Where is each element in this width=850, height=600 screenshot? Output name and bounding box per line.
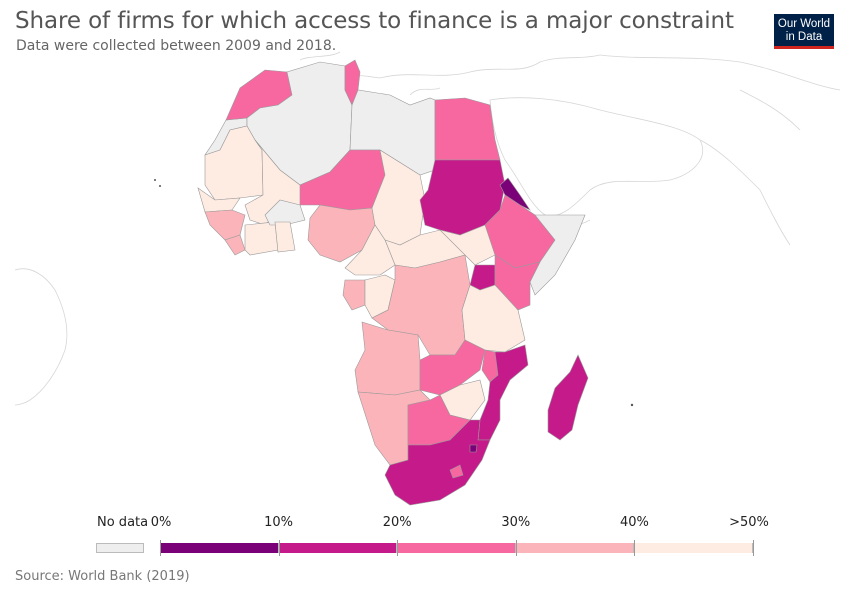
country-lesotho[interactable] (449, 464, 464, 479)
source-note: Source: World Bank (2019) (15, 569, 190, 584)
legend-swatch-20-30[interactable] (397, 543, 516, 553)
country-madagascar[interactable] (547, 354, 589, 441)
legend-tick-label: 40% (619, 515, 649, 530)
island-dot (630, 403, 634, 407)
owid-logo[interactable]: Our World in Data (774, 14, 834, 49)
country-mozambique[interactable] (477, 344, 529, 441)
island-dot (154, 179, 156, 181)
country-ghana[interactable] (274, 221, 296, 253)
legend-tick-mark (397, 540, 399, 556)
legend-no-data-swatch[interactable] (96, 543, 144, 553)
legend-tick-label: 20% (382, 515, 412, 530)
chart-title: Share of firms for which access to finan… (15, 8, 734, 34)
country-cote-divoire[interactable] (244, 221, 279, 256)
legend-swatch-10-20[interactable] (278, 543, 398, 553)
islands (154, 179, 634, 407)
country-somalia[interactable] (529, 214, 586, 296)
country-burkina-faso[interactable] (264, 199, 306, 226)
country-senegal[interactable] (197, 187, 241, 213)
legend-tick-label: >50% (729, 515, 769, 530)
legend-tick-mark (160, 540, 161, 556)
legend-no-data-label: No data (97, 515, 149, 530)
chart-subtitle: Data were collected between 2009 and 201… (16, 38, 337, 54)
legend-tick-mark (515, 540, 517, 556)
island-dot (159, 185, 161, 187)
country-zambia[interactable] (419, 339, 486, 396)
asia-outline (599, 54, 841, 246)
middle-east-outline (489, 97, 703, 217)
legend-tick-label: 0% (150, 515, 172, 530)
country-cameroon[interactable] (344, 224, 396, 276)
country-egypt[interactable] (434, 97, 501, 161)
legend-tick-mark (278, 540, 280, 556)
legend-swatch-0-10[interactable] (160, 543, 279, 553)
countries (197, 59, 589, 506)
legend-swatch-30-40[interactable] (515, 543, 635, 553)
country-tanzania[interactable] (461, 284, 526, 353)
country-gabon[interactable] (342, 279, 366, 311)
legend-tick-mark (634, 540, 636, 556)
legend-swatch-40-50[interactable] (634, 543, 753, 553)
legend-tick-mark (753, 540, 754, 556)
country-eswatini[interactable] (469, 444, 478, 453)
logo-line-1: Our World (777, 18, 831, 30)
legend-tick-label: 10% (264, 515, 294, 530)
africa-map[interactable] (0, 50, 850, 510)
logo-line-2: in Data (785, 31, 823, 43)
country-south-africa[interactable] (384, 419, 491, 506)
legend-tick-label: 30% (501, 515, 531, 530)
color-legend: No data 0% 10% 20% 30% 40% >50% (0, 510, 850, 560)
south-america-outline (14, 268, 68, 406)
